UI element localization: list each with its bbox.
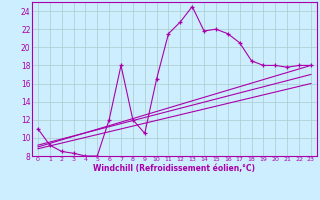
X-axis label: Windchill (Refroidissement éolien,°C): Windchill (Refroidissement éolien,°C) [93,164,255,173]
